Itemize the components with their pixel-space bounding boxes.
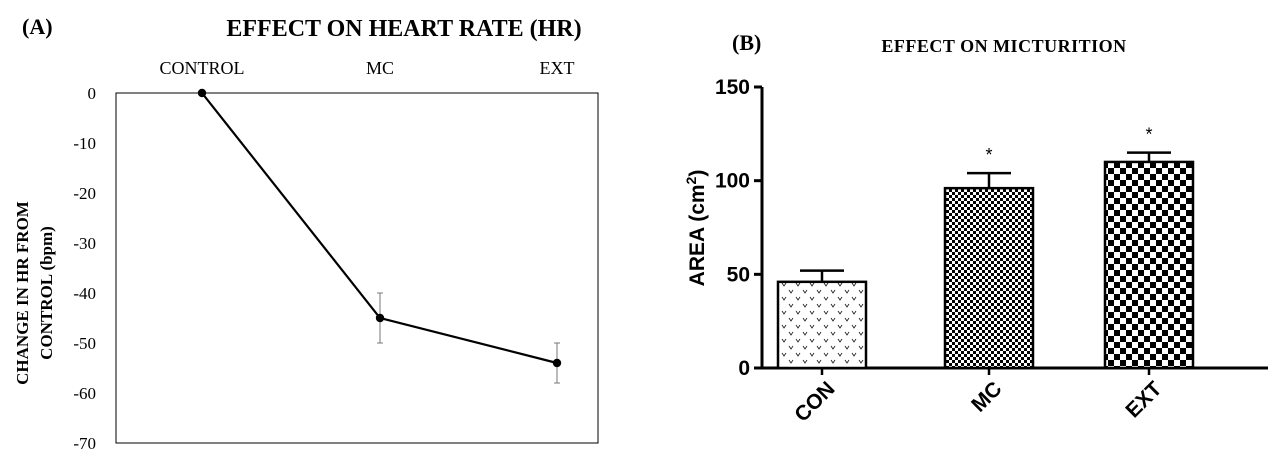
y-tick-label: 0 — [88, 84, 97, 103]
x-category-label: MC — [967, 377, 1006, 416]
data-point — [552, 358, 562, 368]
chart-b-title: EFFECT ON MICTURITION — [881, 36, 1126, 56]
chart-b-ylabel-close: ) — [686, 170, 709, 177]
y-tick-label: 100 — [715, 170, 750, 193]
y-tick-label: 0 — [738, 357, 750, 380]
chart-a-ylabel-line1: CHANGE IN HR FROM — [13, 201, 32, 385]
y-tick-label: -10 — [73, 134, 96, 153]
x-category-label: MC — [366, 58, 394, 78]
x-category-label: CONTROL — [160, 58, 245, 78]
y-tick-label: 150 — [715, 76, 750, 99]
chart-b-ylabel-base: AREA (cm — [686, 184, 709, 286]
micturition-chart: (B) EFFECT ON MICTURITION AREA (cm2) 0 50… — [683, 30, 1268, 427]
chart-b-ylabel-sup: 2 — [683, 176, 699, 184]
y-tick-label: -60 — [73, 384, 96, 403]
x-category-label: EXT — [540, 58, 575, 78]
x-category-label: CON — [790, 377, 839, 426]
heart-rate-chart-panel: (A) EFFECT ON HEART RATE (HR) CHANGE IN … — [13, 14, 599, 450]
bar — [1103, 160, 1195, 370]
x-category-label: EXT — [1121, 377, 1166, 422]
y-tick-label: -40 — [73, 284, 96, 303]
chart-a-title: EFFECT ON HEART RATE (HR) — [226, 16, 581, 42]
chart-a-ylabel-line2: CONTROL (bpm) — [37, 226, 56, 360]
micturition-chart-panel: (B) EFFECT ON MICTURITION AREA (cm2) 0 50… — [640, 0, 1276, 450]
data-point — [197, 88, 207, 98]
data-point — [375, 313, 385, 323]
bar — [776, 280, 868, 370]
y-tick-label: 50 — [727, 263, 750, 286]
chart-b-ylabel: AREA (cm2) — [683, 170, 709, 287]
y-tick-label: -50 — [73, 334, 96, 353]
y-tick-label: -70 — [73, 434, 96, 450]
panel-a-label: (A) — [22, 14, 53, 39]
significance-marker: * — [1145, 125, 1152, 145]
y-tick-label: -30 — [73, 234, 96, 253]
chart-a-plot-frame — [115, 92, 599, 444]
panel-b-label: (B) — [732, 30, 761, 55]
y-tick-label: -20 — [73, 184, 96, 203]
bar — [943, 186, 1035, 370]
significance-marker: * — [985, 145, 992, 165]
heart-rate-chart: (A) EFFECT ON HEART RATE (HR) CHANGE IN … — [13, 14, 599, 450]
